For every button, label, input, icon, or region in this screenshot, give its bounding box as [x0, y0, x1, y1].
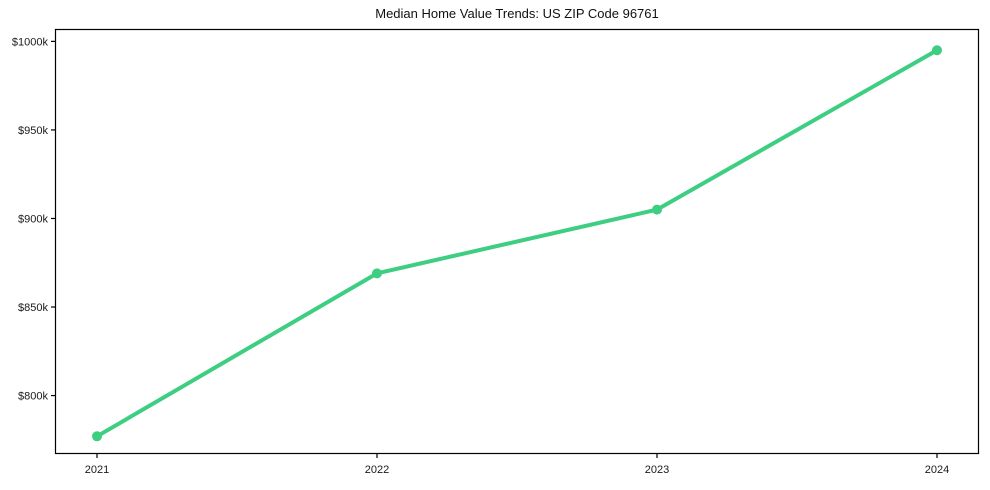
- data-point-marker: [932, 45, 942, 56]
- y-tick-label: $1000k: [12, 36, 49, 48]
- x-tick-label: 2021: [85, 464, 109, 476]
- x-tick-label: 2022: [365, 464, 389, 476]
- y-tick-label: $800k: [18, 391, 48, 403]
- chart-title: Median Home Value Trends: US ZIP Code 96…: [375, 6, 659, 21]
- data-point-marker: [652, 204, 662, 215]
- y-tick-label: $950k: [18, 125, 48, 137]
- data-point-marker: [92, 431, 102, 442]
- y-tick-label: $850k: [18, 302, 48, 314]
- data-point-marker: [372, 268, 382, 279]
- axes-spines: [54, 28, 980, 455]
- x-tick-label: 2023: [645, 464, 669, 476]
- trend-line: [95, 48, 939, 439]
- y-tick-label: $900k: [18, 213, 48, 225]
- x-tick-label: 2024: [925, 464, 949, 476]
